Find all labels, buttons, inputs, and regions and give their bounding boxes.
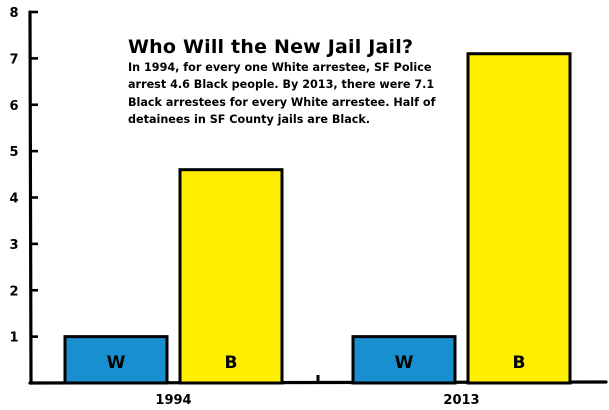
x-axis-ticks: 1994 2013 bbox=[155, 375, 480, 408]
subtitle-line: In 1994, for every one White arrestee, S… bbox=[128, 61, 432, 74]
bar-label: B bbox=[225, 353, 238, 373]
subtitle-line: detainees in SF County jails are Black. bbox=[128, 112, 371, 126]
bar bbox=[351, 335, 457, 385]
y-tick-label: 3 bbox=[9, 238, 18, 253]
y-tick-label: 5 bbox=[9, 145, 18, 160]
y-tick-label: 2 bbox=[9, 284, 18, 299]
x-tick-label: 1994 bbox=[155, 393, 191, 408]
y-tick-label: 8 bbox=[9, 6, 18, 21]
subtitle-line: Black arrestees for every White arrestee… bbox=[128, 95, 436, 109]
y-tick-label: 7 bbox=[9, 52, 18, 67]
bar bbox=[63, 335, 169, 385]
chart-subtitle: In 1994, for every one White arrestee, S… bbox=[128, 59, 458, 128]
x-tick-label: 2013 bbox=[443, 393, 479, 408]
y-axis-ticks: 1 2 3 4 5 6 7 8 bbox=[9, 6, 38, 346]
bar-label: W bbox=[107, 353, 126, 373]
subtitle-line: arrest 4.6 Black people. By 2013, there … bbox=[128, 78, 435, 92]
bar-label: B bbox=[513, 353, 526, 373]
y-tick-label: 1 bbox=[9, 331, 18, 346]
y-tick-label: 4 bbox=[9, 192, 18, 207]
chart-title: Who Will the New Jail Jail? bbox=[128, 36, 414, 58]
bar bbox=[178, 168, 284, 385]
y-tick-label: 6 bbox=[9, 99, 18, 114]
bar-label: W bbox=[395, 353, 414, 373]
bar bbox=[466, 52, 572, 385]
